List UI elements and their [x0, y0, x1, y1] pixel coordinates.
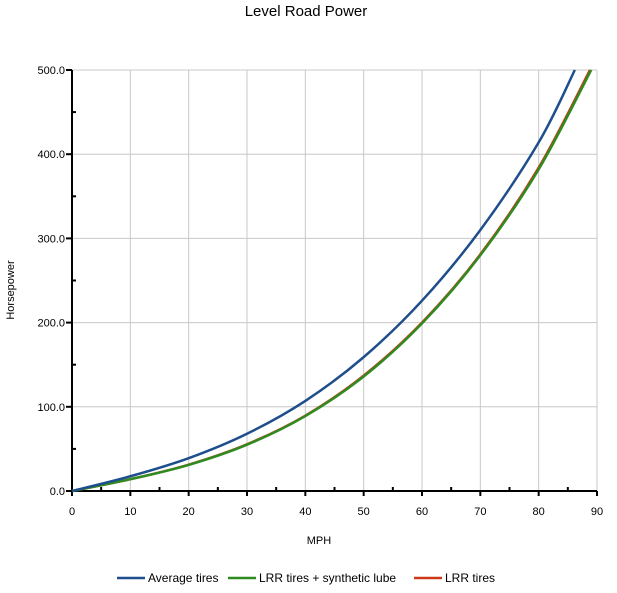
- y-tick-label: 200.0: [37, 318, 65, 330]
- axes: 0 10 20 30 40 50 60 70 80 90 0.0 100.0 200.0 300.0 400…: [37, 65, 603, 518]
- grid: [72, 69, 598, 491]
- y-tick-label: 400.0: [37, 149, 65, 161]
- y-tick-label: 500.0: [37, 65, 65, 77]
- x-axis-title: MPH: [307, 535, 332, 547]
- x-tick-label: 70: [474, 506, 486, 518]
- x-tick-label: 20: [183, 506, 195, 518]
- x-tick-label: 30: [241, 506, 253, 518]
- x-tick-label: 0: [69, 506, 75, 518]
- x-tick-label: 50: [358, 506, 370, 518]
- y-tick-label: 100.0: [37, 402, 65, 414]
- x-tick-label: 60: [416, 506, 428, 518]
- legend: Average tires LRR tires + synthetic lube L…: [117, 571, 495, 585]
- chart-title: Level Road Power: [245, 3, 368, 20]
- series-line: [71, 69, 592, 493]
- x-tick-label: 80: [533, 506, 545, 518]
- legend-label: Average tires: [148, 571, 218, 585]
- y-tick-label: 0.0: [50, 486, 65, 498]
- y-axis-title: Horsepower: [5, 260, 17, 320]
- series-line: [71, 69, 576, 493]
- series-line: [71, 69, 593, 493]
- legend-label: LRR tires + synthetic lube: [259, 571, 396, 585]
- x-tick-label: 40: [299, 506, 311, 518]
- legend-label: LRR tires: [445, 571, 495, 585]
- x-tick-label: 90: [591, 506, 603, 518]
- y-tick-label: 300.0: [37, 233, 65, 245]
- series-lines: [71, 69, 593, 493]
- x-tick-label: 10: [124, 506, 136, 518]
